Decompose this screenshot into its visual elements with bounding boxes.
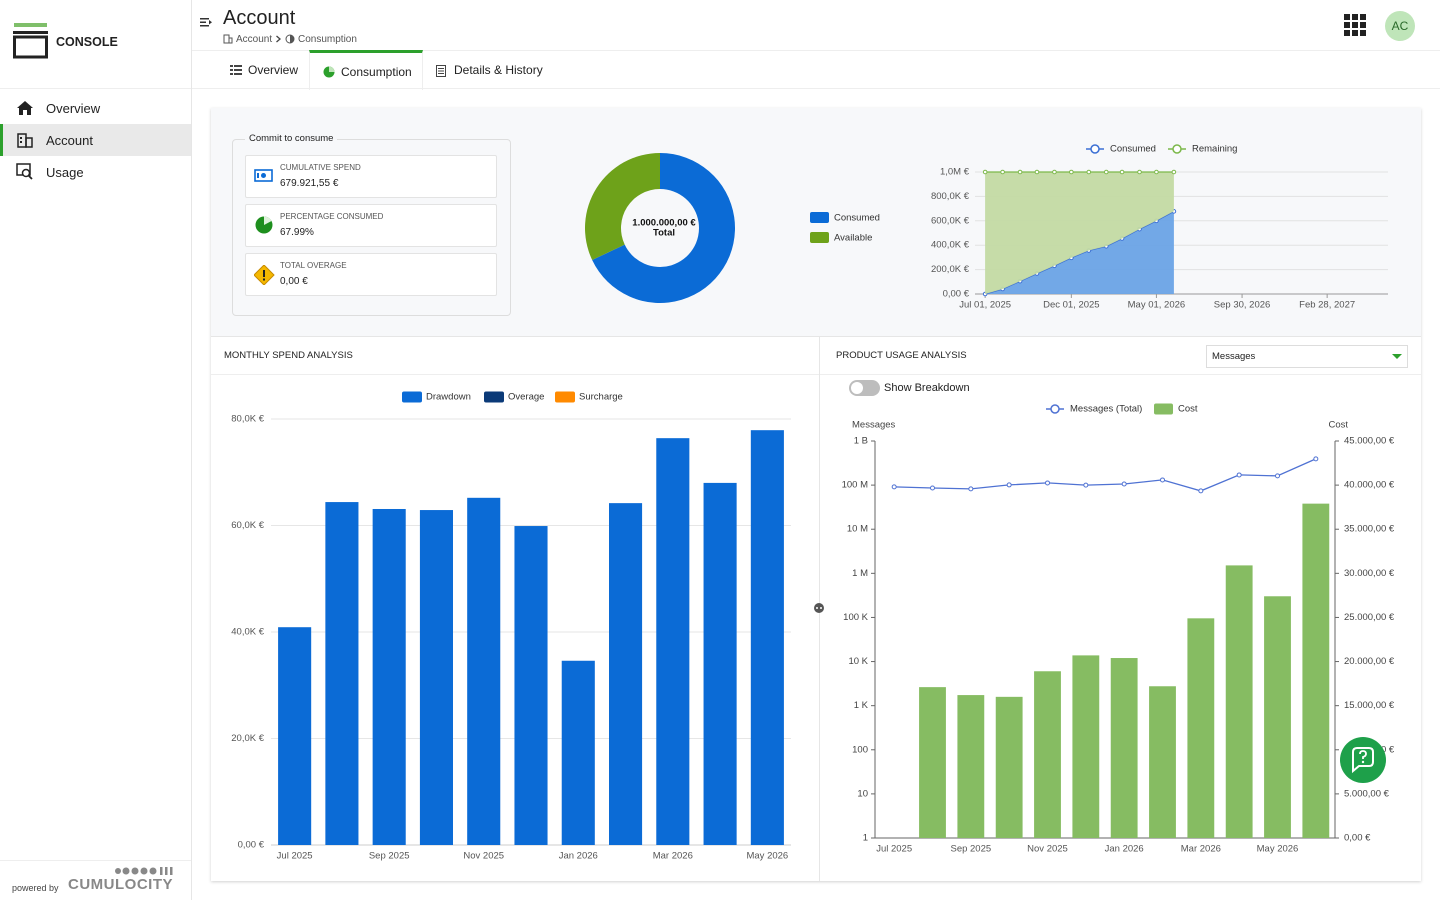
stat-card: PERCENTAGE CONSUMED 67.99% (245, 204, 497, 247)
stat-icon (254, 169, 273, 182)
commit-title: Commit to consume (245, 133, 338, 144)
building-icon (17, 133, 33, 148)
stat-icon (254, 265, 275, 285)
select-caret (1392, 354, 1402, 359)
tab-details[interactable]: Details & History (424, 51, 554, 88)
divider (0, 88, 191, 89)
stat-card: TOTAL OVERAGE 0,00 € (245, 253, 497, 296)
stat-label: TOTAL OVERAGE (280, 261, 347, 270)
stat-value: 0,00 € (280, 276, 308, 287)
sidebar: CONSOLE Overview Account Usage powered b… (0, 0, 192, 900)
vendor: CUMULOCITY (68, 876, 173, 893)
tab-label: Consumption (341, 65, 412, 79)
help-button[interactable] (1339, 736, 1387, 784)
menu-toggle[interactable] (200, 17, 212, 29)
brand: CONSOLE (56, 35, 118, 49)
stat-value: 67.99% (280, 227, 314, 238)
breadcrumb-item: Consumption (298, 34, 357, 45)
divider (820, 374, 1421, 375)
breakdown-toggle[interactable] (849, 380, 880, 396)
app-switcher[interactable] (1344, 14, 1366, 36)
home-icon (17, 101, 33, 115)
vendor-dots (115, 867, 173, 875)
nav-label: Account (46, 133, 93, 148)
toggle-knob (851, 382, 863, 394)
tab-overview[interactable]: Overview (218, 51, 308, 88)
crumb-icon (223, 34, 233, 44)
nav-usage[interactable]: Usage (0, 156, 191, 188)
usage-icon (16, 163, 33, 180)
divider (0, 860, 191, 861)
crumb-separator (276, 35, 281, 43)
stat-value: 679.921,55 € (280, 178, 339, 189)
nav-overview[interactable]: Overview (0, 92, 191, 124)
tab-label: Details & History (454, 63, 543, 77)
breadcrumb-item[interactable]: Account (236, 34, 273, 45)
tab-label: Overview (248, 63, 299, 77)
avatar[interactable]: AC (1385, 11, 1415, 41)
crumb-icon (285, 34, 295, 44)
tab-consumption[interactable]: Consumption (309, 50, 423, 90)
panel-title: MONTHLY SPEND ANALYSIS (224, 350, 353, 361)
stat-icon (255, 216, 273, 234)
panel-title: PRODUCT USAGE ANALYSIS (836, 350, 967, 361)
nav-account[interactable]: Account (0, 124, 191, 156)
tab-icon (323, 66, 335, 78)
stat-label: CUMULATIVE SPEND (280, 163, 361, 172)
resize-handle[interactable] (813, 602, 825, 614)
divider (192, 88, 1440, 89)
nav-label: Overview (46, 101, 101, 116)
powered-by: powered by (12, 883, 59, 893)
toggle-label: Show Breakdown (884, 382, 970, 394)
divider (192, 50, 1440, 51)
commit-box (232, 139, 511, 316)
product-select[interactable]: Messages (1206, 345, 1408, 368)
stat-label: PERCENTAGE CONSUMED (280, 212, 384, 221)
tab-icon (436, 65, 446, 77)
select-value: Messages (1212, 351, 1256, 362)
logo-icon (13, 23, 48, 59)
tab-icon (230, 65, 242, 75)
stat-card: CUMULATIVE SPEND 679.921,55 € (245, 155, 497, 198)
divider (211, 374, 819, 375)
nav-label: Usage (46, 165, 84, 180)
page-title: Account (223, 7, 296, 29)
